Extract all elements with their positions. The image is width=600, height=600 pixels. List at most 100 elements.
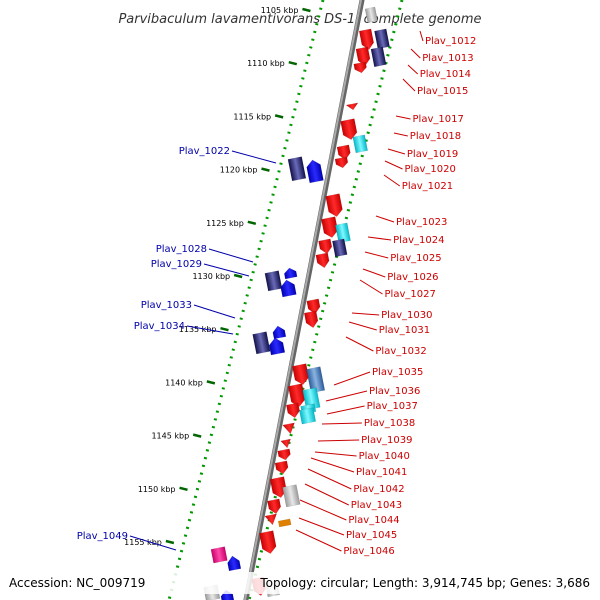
- gene-feature[interactable]: [292, 363, 310, 386]
- gene-feature[interactable]: [268, 337, 286, 356]
- gene-label-right[interactable]: Plav_1035: [372, 367, 423, 378]
- leader-line: [407, 64, 419, 75]
- gene-feature[interactable]: [287, 383, 306, 408]
- gene-feature[interactable]: [280, 279, 297, 298]
- gene-feature[interactable]: [306, 298, 321, 315]
- gene-feature[interactable]: [336, 144, 351, 161]
- gene-label-right[interactable]: Plav_1043: [351, 500, 402, 511]
- gene-label-right[interactable]: Plav_1019: [407, 149, 458, 160]
- gene-label-right[interactable]: Plav_1030: [381, 310, 432, 321]
- gene-feature[interactable]: [280, 438, 292, 449]
- gene-label-right[interactable]: Plav_1046: [343, 546, 394, 557]
- gene-feature[interactable]: [358, 28, 375, 51]
- gene-label-right[interactable]: Plav_1045: [346, 530, 397, 541]
- gene-feature[interactable]: [259, 530, 277, 555]
- gene-feature[interactable]: [226, 555, 242, 572]
- gene-label-right[interactable]: Plav_1036: [369, 386, 420, 397]
- gene-feature[interactable]: [269, 476, 288, 499]
- leader-line: [317, 439, 360, 442]
- gene-label-right[interactable]: Plav_1027: [385, 289, 436, 300]
- gene-feature[interactable]: [264, 270, 283, 292]
- gene-feature[interactable]: [340, 118, 359, 141]
- gene-label-right[interactable]: Plav_1020: [405, 164, 456, 175]
- tick-mark: [233, 273, 243, 279]
- gene-label-right[interactable]: Plav_1013: [422, 53, 473, 64]
- gene-label-right[interactable]: Plav_1021: [402, 181, 453, 192]
- tick-mark: [165, 539, 175, 545]
- gene-feature[interactable]: [302, 387, 321, 411]
- gene-feature[interactable]: [277, 448, 292, 461]
- gene-label-right[interactable]: Plav_1025: [390, 253, 441, 264]
- gene-label-right[interactable]: Plav_1023: [396, 217, 447, 228]
- leader-line: [333, 371, 371, 386]
- leader-line: [193, 304, 236, 319]
- gene-label-right[interactable]: Plav_1039: [361, 435, 412, 446]
- gene-feature[interactable]: [252, 331, 271, 355]
- gene-feature[interactable]: [321, 216, 339, 239]
- gene-feature[interactable]: [286, 402, 300, 419]
- tick-mark: [206, 380, 216, 385]
- gene-label-right[interactable]: Plav_1014: [420, 69, 471, 80]
- leader-line: [393, 132, 408, 137]
- gene-feature[interactable]: [303, 310, 319, 329]
- gene-label-right[interactable]: Plav_1038: [364, 418, 415, 429]
- gene-feature[interactable]: [332, 238, 348, 258]
- gene-feature[interactable]: [352, 134, 368, 154]
- gene-label-right[interactable]: Plav_1042: [353, 484, 404, 495]
- gene-label-right[interactable]: Plav_1032: [375, 346, 426, 357]
- gene-label-right[interactable]: Plav_1040: [359, 451, 410, 462]
- gene-label-right[interactable]: Plav_1017: [413, 114, 464, 125]
- gene-feature[interactable]: [287, 156, 307, 182]
- gene-label-left[interactable]: Plav_1033: [141, 300, 192, 311]
- gene-feature[interactable]: [374, 28, 390, 50]
- gene-label-right[interactable]: Plav_1031: [379, 325, 430, 336]
- leader-line: [307, 468, 352, 490]
- gene-feature[interactable]: [267, 498, 281, 515]
- gene-label-right[interactable]: Plav_1024: [393, 235, 444, 246]
- gene-feature[interactable]: [370, 46, 387, 68]
- gene-label-right[interactable]: Plav_1012: [425, 36, 476, 47]
- gene-feature[interactable]: [272, 325, 287, 340]
- gene-label-left[interactable]: Plav_1028: [156, 244, 207, 255]
- gene-feature[interactable]: [299, 407, 317, 425]
- gene-feature[interactable]: [325, 193, 344, 218]
- gene-feature[interactable]: [264, 513, 279, 526]
- gene-feature[interactable]: [306, 159, 324, 184]
- gene-labels: Plav_1012 Plav_1013 Plav_1014 Plav_1015 Plav…: [77, 36, 477, 557]
- gene-feature[interactable]: [315, 252, 330, 269]
- gene-feature[interactable]: [274, 460, 289, 475]
- gene-label-left[interactable]: Plav_1049: [77, 531, 128, 542]
- gene-label-left[interactable]: Plav_1022: [179, 146, 230, 157]
- gene-label-right[interactable]: Plav_1026: [387, 272, 438, 283]
- gene-feature[interactable]: [277, 518, 292, 528]
- leader-line: [387, 148, 406, 155]
- gene-label-right[interactable]: Plav_1018: [410, 131, 461, 142]
- tick-label: 1110 kbp: [247, 59, 285, 68]
- gene-feature[interactable]: [364, 6, 378, 23]
- leader-line: [375, 215, 395, 223]
- map-title: Parvibaculum lavamentivorans DS-1, compl…: [118, 12, 481, 27]
- gene-label-left[interactable]: Plav_1034: [134, 321, 185, 332]
- tick-mark: [220, 326, 229, 332]
- leader-line: [402, 78, 416, 92]
- gene-feature[interactable]: [306, 366, 326, 394]
- gene-label-right[interactable]: Plav_1015: [417, 86, 468, 97]
- gene-label-right[interactable]: Plav_1041: [356, 467, 407, 478]
- gene-label-right[interactable]: Plav_1037: [367, 401, 418, 412]
- gene-feature[interactable]: [355, 46, 371, 67]
- gene-feature[interactable]: [210, 546, 228, 564]
- gene-feature[interactable]: [283, 267, 298, 280]
- gene-feature[interactable]: [335, 222, 351, 244]
- gene-label-left[interactable]: Plav_1029: [151, 259, 202, 270]
- gene-label-right[interactable]: Plav_1044: [348, 515, 399, 526]
- gene-feature[interactable]: [334, 156, 349, 169]
- gene-feature[interactable]: [318, 238, 333, 255]
- gene-feature[interactable]: [353, 61, 368, 74]
- leader-line: [383, 174, 401, 187]
- gene-feature[interactable]: [345, 102, 359, 111]
- gene-feature[interactable]: [282, 422, 297, 435]
- label-leader-lines: [129, 30, 424, 552]
- gene-feature[interactable]: [282, 484, 301, 508]
- leader-line: [186, 325, 234, 335]
